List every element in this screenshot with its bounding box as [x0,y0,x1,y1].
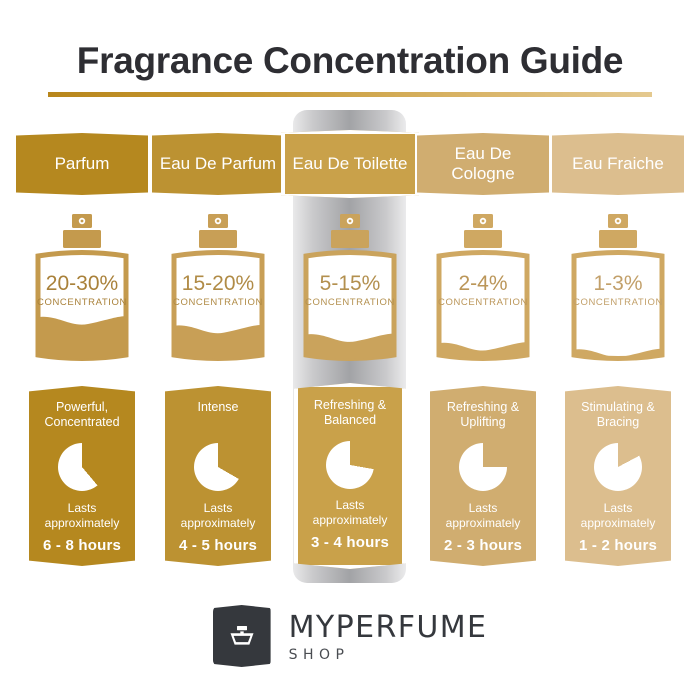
footer-brand: MYPERFUME SHOP [0,598,700,674]
fragrance-type-card[interactable]: Eau De Parfum [152,133,284,195]
concentration-value: 1-3% [593,272,642,295]
concentration-caption: CONCENTRATION [438,297,528,308]
lasts-label: Lasts approximately [580,501,656,530]
fragrance-column: Parfum 20-30% CONCENTRATION Powerful, [16,0,148,700]
fragrance-type-card[interactable]: Eau De Cologne [417,133,549,195]
brand-name: MYPERFUME [288,609,488,645]
perfume-bottle-badge-icon [212,605,271,667]
concentration-value: 15-20% [182,272,254,295]
fragrance-type-label: Eau Fraiche [572,154,664,173]
longevity-card[interactable]: Intense Lasts approximately 4 - 5 hours [165,386,271,566]
fragrance-column: Eau Fraiche 1-3% CONCENTRATION Stimula [552,0,684,700]
fragrance-column: Eau De Cologne 2-4% CONCENTRATION Refr [417,0,549,700]
longevity-hours: 4 - 5 hours [178,537,258,554]
concentration-caption: CONCENTRATION [573,297,663,308]
concentration-value: 5-15% [320,272,381,295]
pie-slice-icon [58,443,106,491]
fragrance-type-card[interactable]: Parfum [16,133,148,195]
concentration-caption: CONCENTRATION [305,297,395,308]
pie-slice-icon [194,443,242,491]
lasts-label: Lasts approximately [180,501,256,530]
scent-character-label: Intense [197,400,239,414]
perfume-bottle-illustration: 2-4% CONCENTRATION [417,212,549,364]
brand-wordmark: MYPERFUME SHOP [289,610,488,663]
concentration-value: 20-30% [46,272,118,295]
scent-character-label: Stimulating & Bracing [581,400,655,429]
longevity-hours: 2 - 3 hours [443,537,523,554]
pie-slice-icon [459,443,507,491]
lasts-label: Lasts approximately [445,501,521,530]
perfume-bottle-illustration: 15-20% CONCENTRATION [152,212,284,364]
lasts-label: Lasts approximately [312,498,388,527]
longevity-hours: 1 - 2 hours [578,537,658,554]
longevity-clock-chart [430,443,536,491]
pie-slice-icon [326,441,374,489]
scent-character-label: Refreshing & Balanced [313,398,387,427]
longevity-card[interactable]: Stimulating & Bracing Lasts approximatel… [565,386,671,566]
fragrance-type-card[interactable]: Eau De Toilette [281,130,419,198]
fragrance-type-label: Eau De Toilette [292,154,408,173]
perfume-bottle-illustration: 5-15% CONCENTRATION [284,212,416,364]
perfume-bottle-illustration: 1-3% CONCENTRATION [552,212,684,364]
fragrance-type-card[interactable]: Eau Fraiche [552,133,684,195]
concentration-value: 2-4% [458,272,507,295]
longevity-clock-chart [298,441,402,489]
concentration-caption: CONCENTRATION [173,297,263,308]
longevity-clock-chart [165,443,271,491]
fragrance-type-label: Parfum [54,154,110,173]
brand-tagline: SHOP [288,646,350,663]
fragrance-type-label: Eau De Parfum [159,154,277,173]
longevity-clock-chart [29,443,135,491]
fragrance-type-label: Eau De Cologne [451,144,515,183]
perfume-bottle-illustration: 20-30% CONCENTRATION [16,212,148,364]
longevity-card[interactable]: Powerful, Concentrated Lasts approximate… [29,386,135,566]
longevity-clock-chart [565,443,671,491]
longevity-hours: 6 - 8 hours [42,537,122,554]
longevity-card[interactable]: Refreshing & Uplifting Lasts approximate… [430,386,536,566]
fragrance-column: Eau De Toilette 5-15% CONCENTRATION Re [281,0,419,700]
pie-slice-icon [594,443,642,491]
longevity-hours: 3 - 4 hours [310,534,390,551]
longevity-card[interactable]: Refreshing & Balanced Lasts approximatel… [294,383,406,569]
title-underline-rule [48,92,652,97]
fragrance-column: Eau De Parfum 15-20% CONCENTRATION Int [152,0,284,700]
scent-character-label: Powerful, Concentrated [44,400,120,429]
scent-character-label: Refreshing & Uplifting [446,400,520,429]
lasts-label: Lasts approximately [44,501,120,530]
concentration-caption: CONCENTRATION [37,297,127,308]
page-title: Fragrance Concentration Guide [76,40,624,81]
